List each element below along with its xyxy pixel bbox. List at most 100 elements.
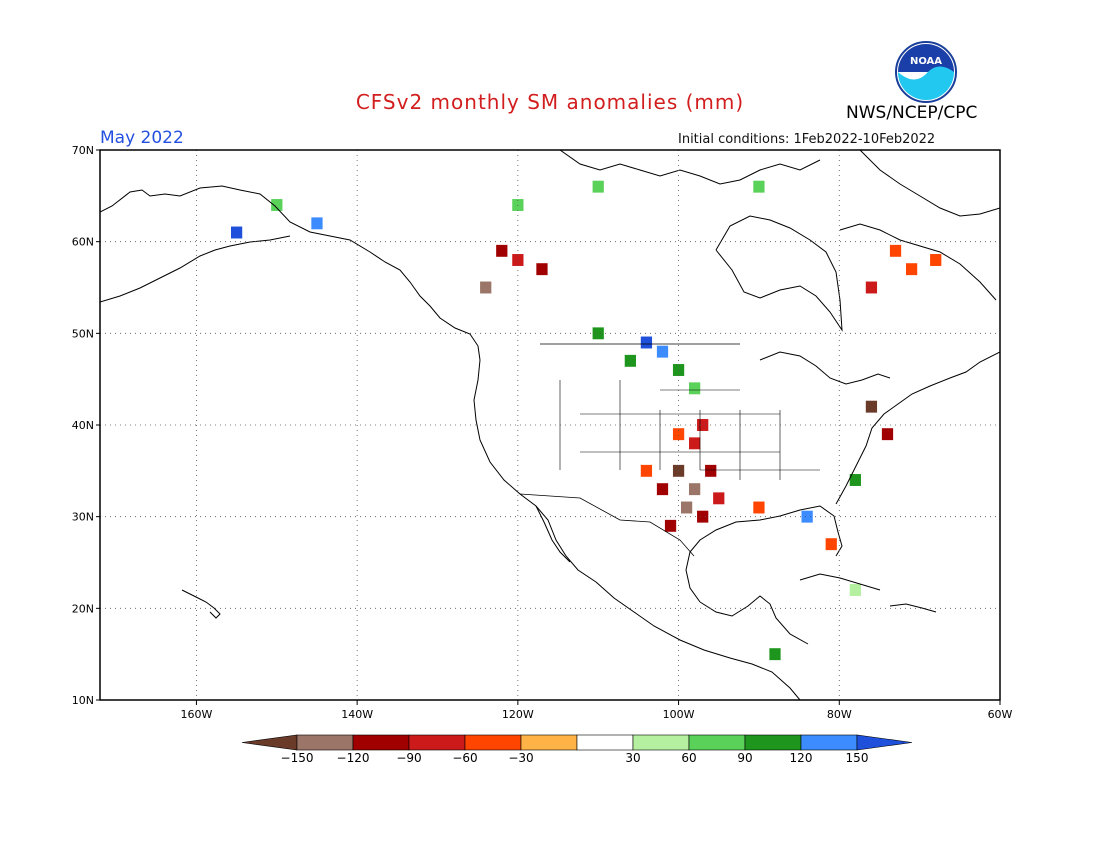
colorbar-label: 60 [681, 751, 696, 765]
map-gridlines [100, 150, 1000, 700]
coastline-hispaniola [889, 603, 937, 613]
noaa-logo-text: NOAA [910, 56, 942, 67]
lon-tick-label: 80W [827, 708, 852, 721]
colorbar-arrow-high [856, 734, 913, 751]
colorbar-arrow-low [241, 734, 298, 751]
coastline-hudson-bay [715, 215, 843, 332]
latitude-labels: 70N 60N 50N 40N 30N 20N 10N [72, 144, 100, 707]
great-lakes [759, 351, 891, 385]
colorbar-label: −150 [281, 751, 314, 765]
anomaly-cell [705, 464, 717, 477]
anomaly-cell [769, 648, 781, 661]
coastline-alaska-south [100, 235, 291, 303]
lat-tick-label: 50N [72, 327, 94, 340]
agency-label: NWS/NCEP/CPC [846, 103, 978, 123]
colorbar-swatch [576, 734, 634, 751]
anomaly-cell [680, 501, 693, 514]
lon-tick-label: 140W [341, 708, 373, 721]
lat-tick-label: 20N [72, 602, 94, 615]
lon-tick-label: 120W [502, 708, 534, 721]
anomaly-cell [672, 428, 685, 441]
colorbar-swatch [352, 734, 410, 751]
colorbar-swatch [408, 734, 466, 751]
colorbar-swatch [296, 734, 354, 751]
coastline-greenland [859, 150, 1000, 217]
anomaly-cell [230, 226, 243, 239]
anomaly-cell [865, 281, 878, 294]
noaa-logo-icon: NOAA [895, 41, 957, 103]
initial-conditions-label: Initial conditions: 1Feb2022-10Feb2022 [678, 132, 936, 147]
coastline-mexico-west [595, 581, 801, 700]
anomaly-cell [865, 400, 878, 413]
anomaly-cell [849, 474, 861, 486]
colorbar: −150 −120 −90 −60 −30 30 60 90 120 150 [241, 734, 913, 765]
coastline-yucatan [699, 595, 809, 645]
coastline-baja [535, 505, 571, 563]
anomaly-cell [905, 263, 918, 276]
anomaly-cell [930, 254, 942, 266]
coastline-us-east [835, 351, 1000, 505]
lat-tick-label: 30N [72, 511, 94, 524]
anomaly-cell [311, 217, 323, 230]
anomaly-cell [697, 419, 709, 431]
colorbar-swatch [632, 734, 690, 751]
lon-tick-label: 100W [663, 708, 695, 721]
colorbar-swatch [520, 734, 578, 751]
anomaly-cell [689, 437, 701, 450]
lat-tick-label: 60N [72, 236, 94, 249]
lat-tick-label: 40N [72, 419, 94, 432]
anomaly-cell [496, 244, 508, 257]
coastline-gulf [685, 505, 843, 603]
colorbar-swatch [688, 734, 746, 751]
map-title: CFSv2 monthly SM anomalies (mm) [355, 90, 745, 114]
anomaly-cell [656, 483, 669, 496]
anomaly-cell [664, 519, 677, 532]
anomaly-cell [536, 263, 548, 276]
anomaly-cell [881, 428, 894, 441]
colorbar-label: 90 [737, 751, 752, 765]
colorbar-label: −30 [508, 751, 533, 765]
border-us-mexico [519, 493, 695, 557]
anomaly-cell [849, 584, 861, 596]
anomaly-cell [592, 327, 604, 340]
colorbar-label: 120 [790, 751, 813, 765]
colorbar-swatch [744, 734, 802, 751]
coastline-labrador [839, 223, 997, 301]
anomaly-cell [656, 345, 669, 358]
coastline-arctic-islands [559, 150, 821, 185]
border-us-state-lines [559, 380, 820, 480]
anomaly-cell [689, 483, 701, 496]
colorbar-label: 150 [846, 751, 869, 765]
anomaly-cell [753, 180, 765, 193]
coastline-cuba [799, 573, 881, 591]
anomaly-cell [640, 336, 653, 349]
anomaly-cell [753, 501, 765, 514]
colorbar-label: −60 [452, 751, 477, 765]
valid-month-label: May 2022 [100, 128, 184, 148]
anomaly-cell [713, 492, 725, 505]
coastline-alaska [100, 185, 481, 361]
colorbar-swatch [464, 734, 522, 751]
anomaly-cell [640, 464, 653, 477]
coastline-layer [100, 150, 1000, 700]
anomaly-cell [801, 510, 813, 523]
anomaly-cell [689, 382, 701, 395]
colorbar-label: −120 [337, 751, 370, 765]
anomaly-cell [825, 538, 837, 551]
colorbar-label: −90 [396, 751, 421, 765]
lon-tick-label: 60W [988, 708, 1013, 721]
anomaly-cell [889, 244, 902, 257]
anomaly-cell [592, 180, 604, 193]
lat-tick-label: 10N [72, 694, 94, 707]
anomaly-cell [624, 354, 636, 367]
anomaly-cells-layer [230, 180, 942, 661]
coastline-us-west [473, 359, 597, 583]
colorbar-label: 30 [625, 751, 640, 765]
coastline-hawaii [181, 589, 221, 619]
anomaly-cell [697, 510, 709, 523]
anomaly-cell [480, 281, 492, 294]
longitude-labels: 160W 140W 120W 100W 80W 60W [180, 700, 1013, 721]
lon-tick-label: 160W [180, 708, 212, 721]
anomaly-cell [271, 199, 283, 211]
